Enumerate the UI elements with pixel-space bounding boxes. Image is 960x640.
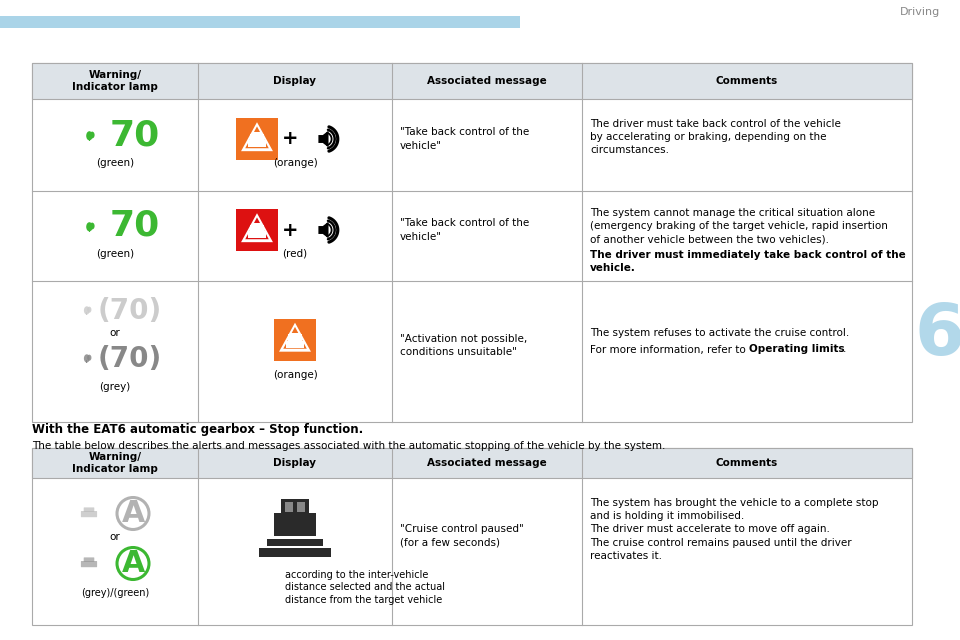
FancyBboxPatch shape (275, 513, 316, 531)
FancyBboxPatch shape (236, 118, 278, 160)
Polygon shape (245, 126, 269, 148)
FancyBboxPatch shape (267, 539, 323, 546)
FancyBboxPatch shape (32, 63, 912, 422)
Text: With the EAT6 automatic gearbox – Stop function.: With the EAT6 automatic gearbox – Stop f… (32, 424, 363, 436)
Text: Warning/
Indicator lamp: Warning/ Indicator lamp (72, 452, 158, 474)
Text: (grey)/(green): (grey)/(green) (81, 589, 149, 598)
Ellipse shape (87, 355, 91, 361)
FancyBboxPatch shape (0, 16, 520, 28)
Text: Comments: Comments (716, 458, 779, 468)
FancyBboxPatch shape (249, 142, 266, 145)
FancyBboxPatch shape (249, 236, 266, 238)
Text: The driver must immediately take back control of the
vehicle.: The driver must immediately take back co… (590, 250, 905, 273)
Text: The system cannot manage the critical situation alone
(emergency braking of the : The system cannot manage the critical si… (590, 208, 888, 244)
Text: Associated message: Associated message (427, 76, 547, 86)
Text: (green): (green) (96, 158, 134, 168)
Text: Associated message: Associated message (427, 458, 547, 468)
Text: or: or (109, 532, 120, 543)
Text: or: or (109, 328, 120, 339)
FancyBboxPatch shape (84, 508, 94, 512)
Text: The system has brought the vehicle to a complete stop
and is holding it immobili: The system has brought the vehicle to a … (590, 498, 878, 561)
FancyBboxPatch shape (288, 335, 301, 341)
Text: For more information, refer to: For more information, refer to (590, 344, 749, 355)
Text: .: . (843, 344, 847, 355)
FancyBboxPatch shape (252, 223, 261, 228)
Text: Display: Display (274, 76, 317, 86)
Polygon shape (241, 122, 273, 151)
Polygon shape (245, 218, 269, 239)
FancyBboxPatch shape (281, 499, 308, 513)
Ellipse shape (86, 222, 92, 232)
FancyBboxPatch shape (249, 231, 266, 234)
FancyBboxPatch shape (251, 225, 264, 232)
Text: "Activation not possible,
conditions unsuitable": "Activation not possible, conditions uns… (400, 334, 527, 357)
Polygon shape (241, 213, 273, 242)
Polygon shape (283, 327, 307, 349)
Polygon shape (319, 221, 328, 238)
Text: The table below describes the alerts and messages associated with the automatic : The table below describes the alerts and… (32, 441, 665, 451)
FancyBboxPatch shape (89, 228, 90, 232)
Text: (70): (70) (98, 298, 162, 326)
Ellipse shape (86, 131, 92, 140)
Text: (grey): (grey) (100, 383, 131, 392)
FancyBboxPatch shape (32, 63, 912, 99)
FancyBboxPatch shape (286, 345, 303, 348)
Ellipse shape (90, 132, 95, 138)
FancyBboxPatch shape (236, 209, 278, 251)
Text: 70: 70 (109, 209, 160, 243)
FancyBboxPatch shape (32, 448, 912, 478)
FancyBboxPatch shape (259, 548, 331, 557)
FancyBboxPatch shape (252, 132, 261, 138)
FancyBboxPatch shape (291, 333, 300, 338)
Polygon shape (319, 131, 328, 147)
FancyBboxPatch shape (274, 319, 316, 360)
FancyBboxPatch shape (249, 140, 266, 143)
Ellipse shape (84, 307, 89, 314)
FancyBboxPatch shape (86, 360, 87, 364)
FancyBboxPatch shape (275, 530, 316, 536)
Text: according to the inter-vehicle
distance selected and the actual
distance from th: according to the inter-vehicle distance … (285, 570, 445, 605)
FancyBboxPatch shape (285, 502, 294, 512)
FancyBboxPatch shape (86, 312, 87, 316)
FancyBboxPatch shape (249, 234, 266, 236)
FancyBboxPatch shape (286, 340, 303, 343)
Text: The system refuses to activate the cruise control.: The system refuses to activate the cruis… (590, 328, 850, 339)
Text: (green): (green) (96, 249, 134, 259)
Text: +: + (281, 221, 299, 239)
Text: 6: 6 (915, 301, 960, 369)
Text: A: A (121, 499, 145, 528)
Polygon shape (279, 323, 311, 352)
FancyBboxPatch shape (249, 145, 266, 147)
Text: 70: 70 (109, 118, 160, 152)
FancyBboxPatch shape (297, 502, 304, 512)
Ellipse shape (87, 307, 91, 313)
Ellipse shape (90, 223, 95, 229)
Text: Display: Display (274, 458, 317, 468)
Text: (red): (red) (282, 249, 307, 259)
Text: Warning/
Indicator lamp: Warning/ Indicator lamp (72, 70, 158, 92)
Ellipse shape (84, 355, 89, 362)
FancyBboxPatch shape (251, 134, 264, 141)
Text: The driver must take back control of the vehicle
by accelerating or braking, dep: The driver must take back control of the… (590, 119, 841, 155)
FancyBboxPatch shape (89, 138, 90, 141)
Text: Driving: Driving (900, 7, 940, 17)
Text: "Take back control of the
vehicle": "Take back control of the vehicle" (400, 127, 529, 150)
Text: Comments: Comments (716, 76, 779, 86)
Text: (70): (70) (98, 346, 162, 374)
Text: (orange): (orange) (273, 158, 318, 168)
Text: Operating limits: Operating limits (749, 344, 845, 355)
FancyBboxPatch shape (81, 511, 97, 517)
Text: A: A (121, 549, 145, 578)
Text: +: + (281, 129, 299, 148)
FancyBboxPatch shape (81, 561, 97, 567)
FancyBboxPatch shape (32, 448, 912, 625)
Text: (orange): (orange) (273, 371, 318, 381)
Text: "Cruise control paused"
(for a few seconds): "Cruise control paused" (for a few secon… (400, 524, 524, 547)
Text: "Take back control of the
vehicle": "Take back control of the vehicle" (400, 218, 529, 241)
FancyBboxPatch shape (84, 557, 94, 562)
FancyBboxPatch shape (286, 343, 303, 346)
